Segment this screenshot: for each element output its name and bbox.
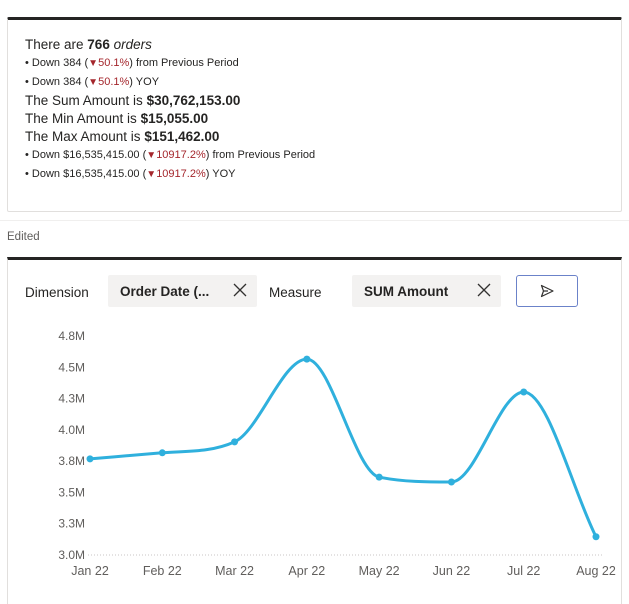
- y-tick-label: 4.8M: [58, 329, 85, 343]
- data-point[interactable]: [447, 478, 455, 486]
- change-pct: 10917.2%: [156, 168, 206, 180]
- change-tail: ) YOY: [205, 168, 236, 180]
- submit-button[interactable]: [516, 275, 578, 307]
- change-negative: ▼10917.2%: [146, 168, 205, 180]
- change-negative: ▼50.1%: [88, 57, 129, 69]
- x-tick-label: Jan 22: [71, 564, 109, 578]
- x-tick-label: Jun 22: [433, 564, 471, 578]
- chart-panel: Dimension Order Date (... Measure SUM Am…: [7, 257, 622, 604]
- summary-card: There are 766 orders • Down 384 (▼50.1%)…: [7, 17, 622, 212]
- stat-label: The Min Amount is: [25, 111, 137, 126]
- change-tail: ) from Previous Period: [129, 57, 239, 69]
- change-pct: 50.1%: [98, 57, 130, 69]
- stat-label: The Sum Amount is: [25, 93, 143, 108]
- y-tick-label: 4.5M: [58, 360, 85, 374]
- amount-change-previous: • Down $16,535,415.00 (▼10917.2%) from P…: [25, 146, 621, 165]
- data-point[interactable]: [158, 449, 166, 457]
- stat-value: $30,762,153.00: [146, 93, 241, 108]
- dimension-selector[interactable]: Order Date (...: [108, 275, 257, 307]
- orders-word: orders: [113, 37, 152, 52]
- y-tick-label: 3.5M: [58, 485, 85, 499]
- data-point[interactable]: [231, 438, 239, 446]
- amount-change-yoy: • Down $16,535,415.00 (▼10917.2%) YOY: [25, 165, 621, 184]
- edited-status: Edited: [7, 231, 40, 243]
- x-tick-label: Mar 22: [215, 564, 254, 578]
- change-negative: ▼10917.2%: [146, 149, 205, 161]
- orders-prefix: There are: [25, 37, 84, 52]
- series-line: [89, 357, 598, 538]
- down-arrow-icon: ▼: [88, 77, 99, 88]
- data-point[interactable]: [86, 455, 94, 463]
- y-tick-label: 4.0M: [58, 423, 85, 437]
- change-tail: ) from Previous Period: [205, 149, 316, 161]
- x-tick-label: Aug 22: [576, 564, 616, 578]
- data-point[interactable]: [592, 533, 600, 541]
- change-lead: • Down 384 (: [25, 76, 89, 88]
- stat-value: $151,462.00: [144, 129, 220, 144]
- down-arrow-icon: ▼: [146, 150, 157, 161]
- send-icon: [540, 284, 554, 298]
- x-tick-label: Apr 22: [288, 564, 325, 578]
- sum-amount-line: The Sum Amount is $30,762,153.00: [25, 92, 621, 110]
- change-lead: • Down 384 (: [25, 57, 89, 69]
- x-tick-label: Jul 22: [507, 564, 540, 578]
- divider: [0, 220, 629, 221]
- min-amount-line: The Min Amount is $15,055.00: [25, 110, 621, 128]
- close-icon[interactable]: [475, 281, 493, 299]
- down-arrow-icon: ▼: [88, 58, 99, 69]
- down-arrow-icon: ▼: [146, 169, 157, 180]
- change-lead: • Down $16,535,415.00 (: [25, 168, 147, 180]
- change-pct: 50.1%: [98, 76, 130, 88]
- measure-selector[interactable]: SUM Amount: [352, 275, 501, 307]
- max-amount-line: The Max Amount is $151,462.00: [25, 128, 621, 146]
- measure-value: SUM Amount: [364, 283, 449, 299]
- orders-count: 766: [87, 37, 110, 52]
- y-tick-label: 3.3M: [58, 517, 85, 531]
- orders-count-line: There are 766 orders: [25, 36, 621, 54]
- y-tick-label: 3.0M: [58, 548, 85, 562]
- stat-value: $15,055.00: [140, 111, 209, 126]
- y-tick-label: 4.3M: [58, 392, 85, 406]
- change-lead: • Down $16,535,415.00 (: [25, 149, 147, 161]
- stat-label: The Max Amount is: [25, 129, 141, 144]
- change-tail: ) YOY: [129, 76, 160, 88]
- x-tick-label: May 22: [359, 564, 400, 578]
- line-chart: 3.0M 3.3M 3.5M 3.8M 4.0M 4.3M 4.5M 4.8M Jan 22 F…: [58, 329, 616, 578]
- orders-change-previous: • Down 384 (▼50.1%) from Previous Period: [25, 54, 621, 73]
- change-negative: ▼50.1%: [88, 76, 129, 88]
- data-point[interactable]: [375, 473, 383, 481]
- change-pct: 10917.2%: [156, 149, 206, 161]
- data-point[interactable]: [520, 388, 528, 396]
- x-tick-label: Feb 22: [143, 564, 182, 578]
- dimension-value: Order Date (...: [120, 283, 210, 299]
- data-point[interactable]: [303, 355, 311, 363]
- measure-label: Measure: [269, 285, 322, 300]
- close-icon[interactable]: [231, 281, 249, 299]
- y-tick-label: 3.8M: [58, 454, 85, 468]
- orders-change-yoy: • Down 384 (▼50.1%) YOY: [25, 73, 621, 92]
- dimension-label: Dimension: [25, 285, 89, 300]
